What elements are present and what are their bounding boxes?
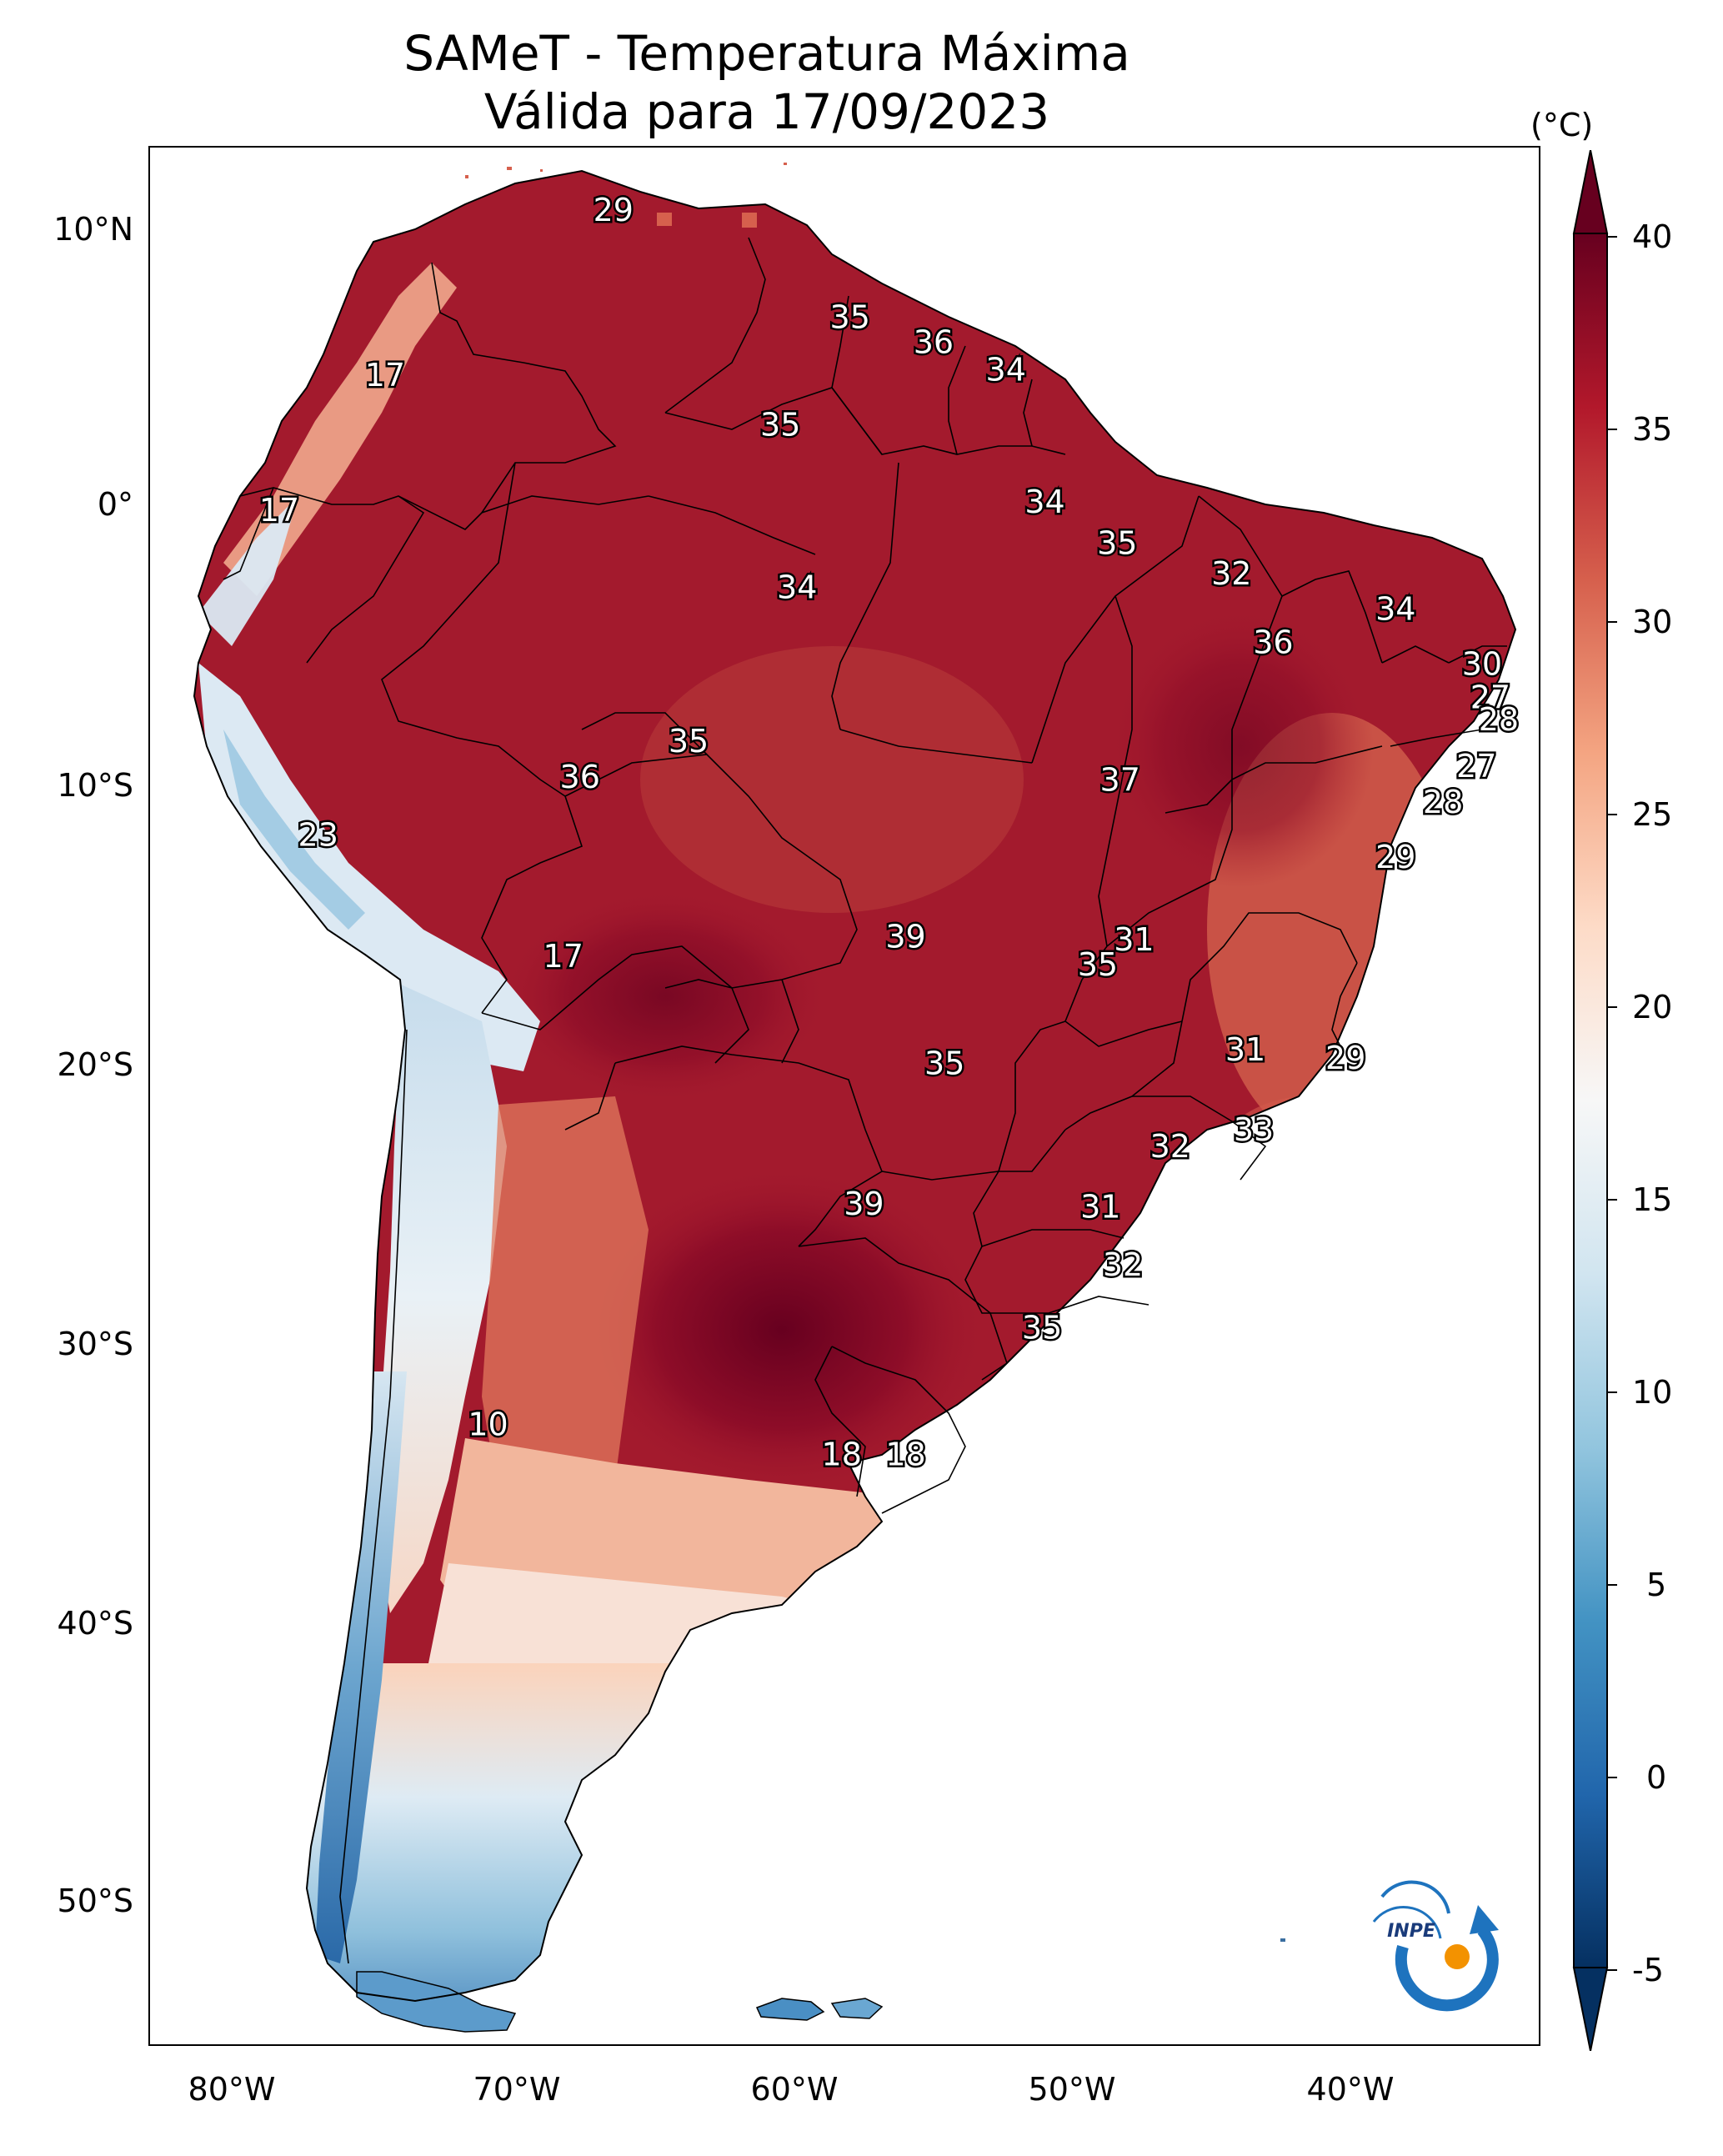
temperature-label: 18 — [822, 1436, 862, 1473]
temperature-label: 39 — [844, 1186, 884, 1222]
y-tick-label: 30°S — [57, 1326, 133, 1362]
temperature-label: 39 — [885, 919, 925, 955]
temperature-label: 10 — [468, 1406, 508, 1442]
chart-title: SAMeT - Temperatura Máxima — [403, 25, 1130, 82]
temperature-label: 32 — [1211, 555, 1251, 592]
temperature-label: 31 — [1114, 921, 1154, 958]
inpe-logo: INPE — [1372, 1880, 1499, 2012]
y-tick-label: 40°S — [57, 1605, 133, 1642]
temperature-label: 34 — [986, 351, 1026, 388]
temperature-label: 27 — [1470, 679, 1510, 715]
temperature-label: 28 — [1479, 701, 1519, 738]
y-tick-label: 0° — [97, 486, 133, 523]
colorbar-tick-label: 10 — [1632, 1374, 1673, 1411]
temperature-label: 34 — [1024, 484, 1064, 520]
temperature-label: 35 — [924, 1045, 964, 1082]
temperature-label: 35 — [1078, 946, 1118, 983]
temperature-label: 37 — [1100, 762, 1140, 799]
x-tick-label: 80°W — [188, 2071, 276, 2108]
y-tick-label: 50°S — [57, 1883, 133, 1919]
chart-subtitle: Válida para 17/09/2023 — [483, 83, 1050, 140]
colorbar-tick-label: 20 — [1632, 989, 1673, 1025]
colorbar-unit: (°C) — [1530, 107, 1594, 143]
temperature-label: 30 — [1462, 646, 1502, 683]
temperature-label: 29 — [1325, 1040, 1365, 1076]
colorbar — [1572, 150, 1617, 2051]
temperature-label: 27 — [1456, 748, 1496, 785]
y-tick-label: 10°S — [57, 767, 133, 804]
temperature-label: 31 — [1080, 1188, 1120, 1225]
colorbar-tick-label: 15 — [1632, 1181, 1673, 1218]
temperature-label: 35 — [1022, 1310, 1062, 1346]
x-tick-label: 40°W — [1306, 2071, 1395, 2108]
colorbar-tick-label: 25 — [1632, 796, 1673, 833]
y-tick-label: 10°N — [53, 211, 133, 248]
temperature-label: 36 — [914, 323, 954, 360]
temperature-label: 32 — [1150, 1128, 1190, 1165]
colorbar-tick-label: 35 — [1632, 411, 1673, 448]
temperature-label: 33 — [1234, 1111, 1274, 1148]
colorbar-tick-label: 0 — [1646, 1759, 1667, 1796]
temperature-label: 17 — [365, 357, 405, 394]
temperature-label: 17 — [259, 492, 299, 529]
temperature-label: 28 — [1423, 784, 1463, 820]
temperature-label: 18 — [885, 1436, 925, 1473]
temperature-label: 36 — [560, 759, 600, 795]
temperature-label: 34 — [777, 569, 817, 605]
temperature-label: 36 — [1253, 624, 1293, 660]
temperature-label: 23 — [298, 817, 338, 854]
temperature-label: 31 — [1225, 1031, 1265, 1068]
colorbar-tick-label: 40 — [1632, 218, 1673, 255]
x-tick-label: 50°W — [1028, 2071, 1116, 2108]
temperature-label: 29 — [1375, 839, 1415, 875]
temperature-label: 35 — [669, 723, 709, 760]
svg-text:INPE: INPE — [1387, 1921, 1435, 1942]
temperature-label: 29 — [594, 192, 634, 228]
temperature-label: 35 — [760, 406, 800, 443]
x-tick-label: 70°W — [473, 2071, 561, 2108]
x-tick-label: 60°W — [750, 2071, 839, 2108]
temperature-label: 32 — [1103, 1246, 1143, 1283]
temperature-label: 35 — [830, 299, 870, 336]
temperature-label: 17 — [543, 938, 584, 975]
colorbar-tick-label: 5 — [1646, 1567, 1667, 1603]
y-tick-label: 20°S — [57, 1046, 133, 1083]
temperature-label: 35 — [1097, 524, 1137, 561]
temperature-label: 34 — [1375, 591, 1415, 628]
colorbar-tick-label: -5 — [1632, 1952, 1664, 1988]
colorbar-tick-label: 30 — [1632, 604, 1673, 640]
